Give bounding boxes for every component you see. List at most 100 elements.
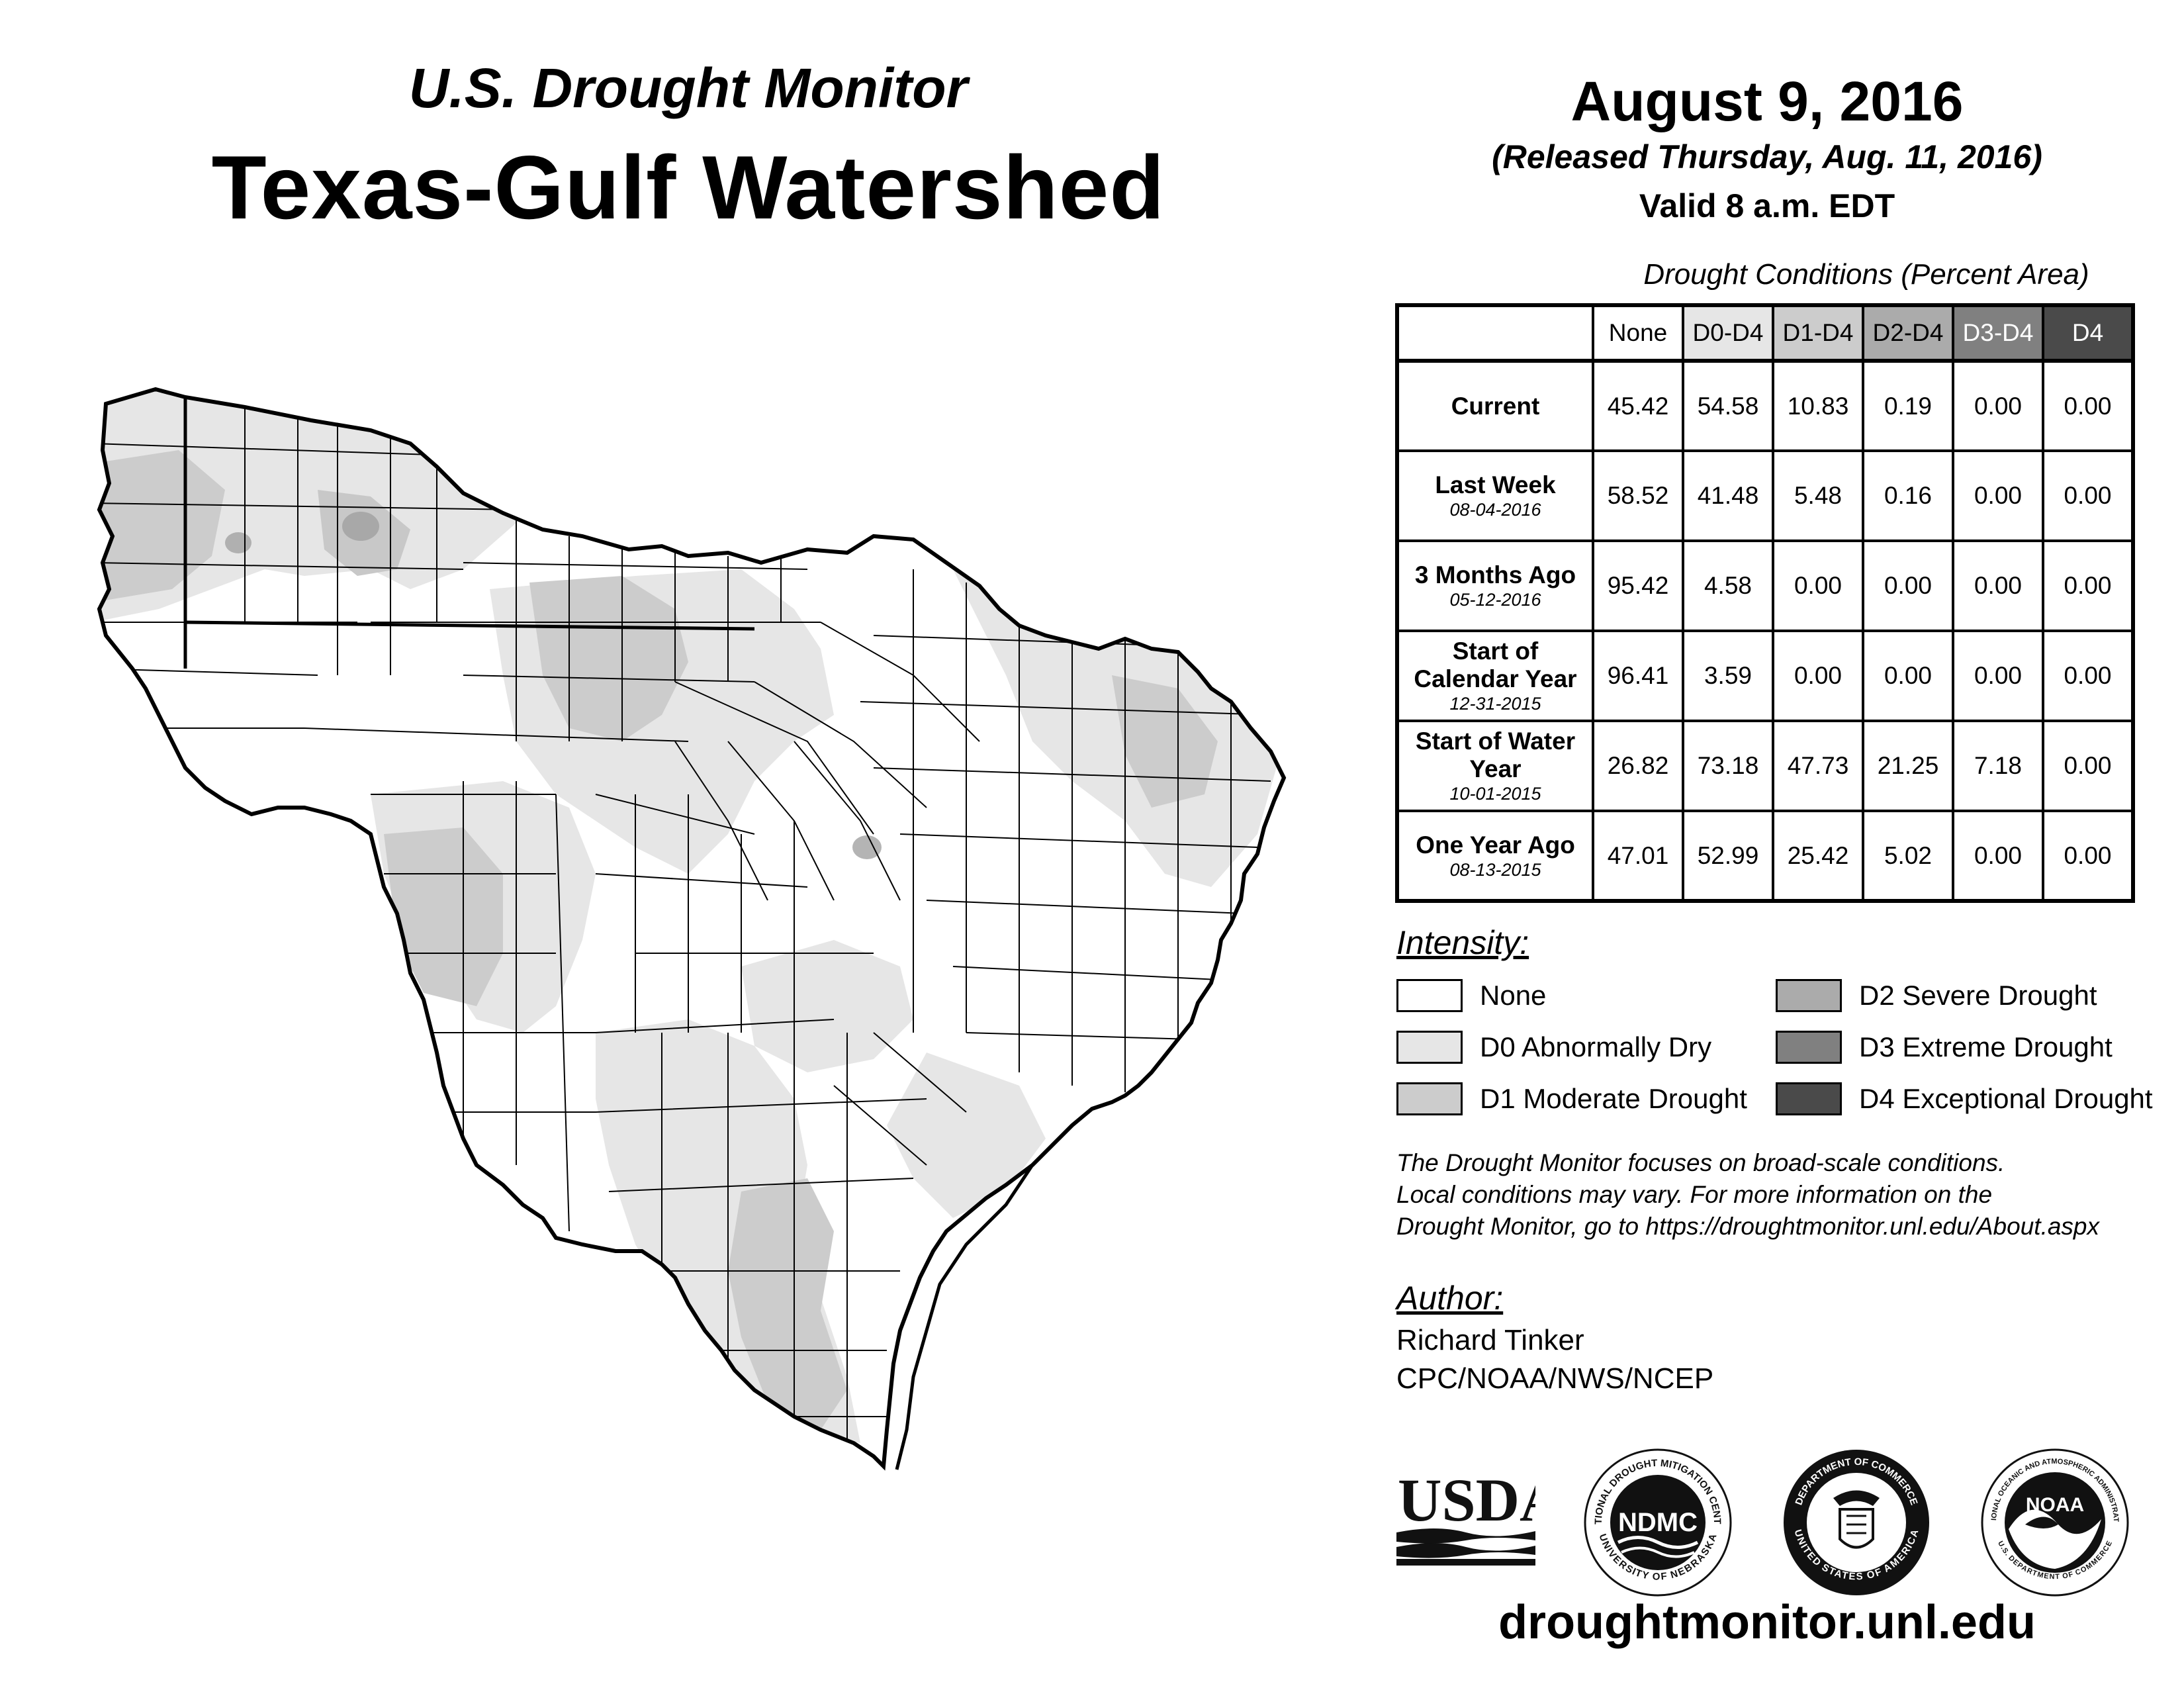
table-cell: 0.00 — [1772, 630, 1864, 722]
table-cell: 25.42 — [1772, 810, 1864, 902]
table-cell: 0.16 — [1862, 449, 1954, 542]
row-header: Start of Calendar Year 12-31-2015 — [1396, 630, 1594, 722]
table-cell: 58.52 — [1592, 449, 1684, 542]
row-date: 12-31-2015 — [1449, 694, 1541, 714]
column-header-d2-d4: D2-D4 — [1862, 304, 1954, 362]
column-header-d0-d4: D0-D4 — [1682, 304, 1774, 362]
commerce-seal-logo: DEPARTMENT OF COMMERCE UNITED STATES OF … — [1784, 1450, 1929, 1595]
row-date: 05-12-2016 — [1449, 590, 1541, 610]
table-cell: 0.00 — [2042, 449, 2134, 542]
d1-area-southwest — [728, 1178, 847, 1430]
coastline — [895, 1164, 1034, 1470]
legend-heading: Intensity: — [1396, 924, 1529, 961]
table-cell: 0.00 — [2042, 359, 2134, 452]
row-label: 3 Months Ago — [1414, 561, 1576, 588]
table-cell: 21.25 — [1862, 720, 1954, 812]
row-header: Start of Water Year 10-01-2015 — [1396, 720, 1594, 812]
table-cell: 47.73 — [1772, 720, 1864, 812]
table-cell: 0.00 — [1862, 630, 1954, 722]
table-cell: 5.02 — [1862, 810, 1954, 902]
row-header: 3 Months Ago 05-12-2016 — [1396, 539, 1594, 632]
table-cell: 54.58 — [1682, 359, 1774, 452]
table-cell: 0.00 — [1952, 630, 2044, 722]
legend-swatch-none — [1396, 979, 1463, 1012]
table-row: Current 45.42 54.58 10.83 0.19 0.00 0.00 — [1396, 359, 2134, 452]
table-cell: 0.00 — [1952, 810, 2044, 902]
ndmc-logo-text: NDMC — [1618, 1508, 1698, 1537]
usda-logo-text: USDA — [1398, 1466, 1535, 1534]
website-url: droughtmonitor.unl.edu — [1498, 1596, 2036, 1649]
legend-swatch-d2 — [1776, 979, 1842, 1012]
legend-label: D0 Abnormally Dry — [1480, 1031, 1712, 1062]
table-cell: 3.59 — [1682, 630, 1774, 722]
ndmc-logo: NATIONAL DROUGHT MITIGATION CENTER UNIVE… — [1582, 1446, 1732, 1597]
table-cell: 96.41 — [1592, 630, 1684, 722]
table-caption: Drought Conditions (Percent Area) — [1643, 258, 2089, 291]
table-cell: 0.19 — [1862, 359, 1954, 452]
d0-area-coast — [887, 1053, 1046, 1218]
noaa-logo: NATIONAL OCEANIC AND ATMOSPHERIC ADMINIS… — [1979, 1446, 2129, 1597]
table-cell: 10.83 — [1772, 359, 1864, 452]
table-cell: 26.82 — [1592, 720, 1684, 812]
note-line: Local conditions may vary. For more info… — [1396, 1181, 1993, 1208]
usda-logo: USDA — [1396, 1466, 1535, 1566]
legend-label: D1 Moderate Drought — [1480, 1083, 1747, 1114]
d1-area-west — [384, 827, 503, 1006]
table-cell: 52.99 — [1682, 810, 1774, 902]
note-line: The Drought Monitor focuses on broad-sca… — [1396, 1149, 2005, 1176]
table-cell: 0.00 — [2042, 539, 2134, 632]
table-cell: 47.01 — [1592, 810, 1684, 902]
table-cell: 0.00 — [2042, 720, 2134, 812]
table-cell: 4.58 — [1682, 539, 1774, 632]
table-cell: 45.42 — [1592, 359, 1684, 452]
legend-item-d3: D3 Extreme Drought — [1776, 1029, 2113, 1066]
row-header: Current — [1396, 359, 1594, 452]
table-header-blank — [1397, 305, 1593, 363]
author-name: Richard Tinker — [1396, 1324, 1584, 1356]
row-label: Start of Calendar Year — [1414, 637, 1577, 692]
table-cell: 95.42 — [1592, 539, 1684, 632]
table-cell: 5.48 — [1772, 449, 1864, 542]
row-label: One Year Ago — [1416, 831, 1575, 859]
table-cell: 0.00 — [1952, 359, 2044, 452]
legend-item-d2: D2 Severe Drought — [1776, 977, 2097, 1014]
table-row: Start of Calendar Year 12-31-2015 96.41 3.5… — [1396, 630, 2134, 722]
panhandle-border-line — [185, 620, 755, 631]
column-header-none: None — [1592, 304, 1684, 362]
row-header: Last Week 08-04-2016 — [1396, 449, 1594, 542]
table-row: Last Week 08-04-2016 58.52 41.48 5.48 0.16 0.0… — [1396, 449, 2134, 542]
table-header-row: None D0-D4 D1-D4 D2-D4 D3-D4 D4 — [1397, 304, 2134, 363]
legend-item-d1: D1 Moderate Drought — [1396, 1080, 1747, 1117]
legend-label: D4 Exceptional Drought — [1859, 1083, 2153, 1114]
table-cell: 0.00 — [1952, 449, 2044, 542]
row-label: Current — [1451, 392, 1540, 420]
table-cell: 0.00 — [2042, 810, 2134, 902]
d2-spot-1 — [342, 512, 379, 541]
legend-swatch-d1 — [1396, 1082, 1463, 1115]
map-date: August 9, 2016 — [1570, 70, 1964, 132]
noaa-logo-text: NOAA — [2026, 1494, 2084, 1516]
author-organization: CPC/NOAA/NWS/NCEP — [1396, 1362, 1714, 1395]
disclaimer-note: The Drought Monitor focuses on broad-sca… — [1396, 1147, 2158, 1243]
legend-swatch-d3 — [1776, 1031, 1842, 1064]
table-cell: 0.00 — [1952, 539, 2044, 632]
valid-time: Valid 8 a.m. EDT — [1639, 187, 1895, 224]
note-line: Drought Monitor, go to https://droughtmo… — [1396, 1213, 2099, 1240]
d2-spot-2 — [225, 532, 251, 553]
column-header-d4: D4 — [2042, 304, 2134, 362]
legend-label: None — [1480, 980, 1547, 1011]
row-date: 10-01-2015 — [1449, 784, 1541, 804]
table-cell: 41.48 — [1682, 449, 1774, 542]
row-label: Start of Water Year — [1415, 727, 1576, 782]
table-row: One Year Ago 08-13-2015 47.01 52.99 25.42 5.0… — [1396, 810, 2134, 902]
table-row: Start of Water Year 10-01-2015 26.82 73.18 4… — [1396, 720, 2134, 812]
author-heading: Author: — [1396, 1280, 1504, 1317]
legend-swatch-d4 — [1776, 1082, 1842, 1115]
legend-item-d0: D0 Abnormally Dry — [1396, 1029, 1711, 1066]
drought-conditions-table: None D0-D4 D1-D4 D2-D4 D3-D4 D4 Current 4… — [1395, 303, 2135, 903]
map-subtitle: U.S. Drought Monitor — [408, 57, 968, 119]
d2-spot-3 — [852, 835, 882, 859]
table-cell: 0.00 — [1772, 539, 1864, 632]
table-cell: 73.18 — [1682, 720, 1774, 812]
d0-area-hill — [741, 940, 913, 1072]
